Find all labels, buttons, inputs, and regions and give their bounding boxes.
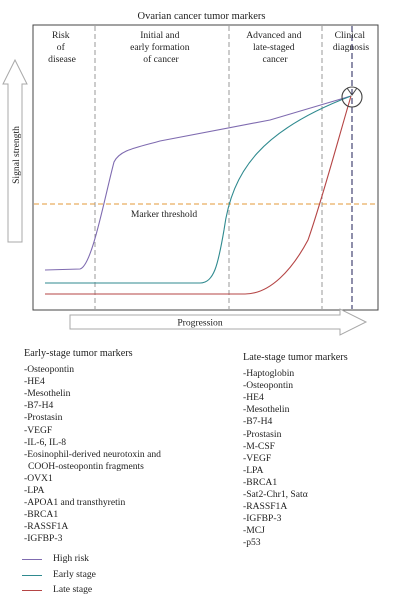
phase-early-line-1: Initial and: [140, 30, 179, 41]
legend-swatch: [22, 574, 42, 576]
marker-item: -M-CSF: [243, 440, 275, 452]
marker-item: -Mesothelin: [243, 404, 290, 416]
y-axis-arrow: [2, 58, 28, 243]
phase-advanced-label: Advanced and late-staged cancer: [246, 30, 304, 65]
marker-item: -HE4: [24, 376, 45, 388]
phase-risk-line-3: disease: [48, 54, 76, 65]
marker-item: -RASSF1A: [24, 521, 69, 533]
x-axis-label: Progression: [177, 318, 223, 329]
marker-item: -APOA1 and transthyretin: [24, 497, 126, 509]
diagnosis-circle: [341, 86, 363, 108]
marker-item: -Haptoglobin: [243, 368, 295, 380]
marker-threshold-label: Marker threshold: [131, 209, 198, 220]
phase-early-line-2: early formation: [130, 42, 190, 53]
marker-item: -p53: [243, 537, 261, 549]
marker-item: -VEGF: [243, 452, 272, 464]
plot-frame: [32, 24, 379, 311]
curve-high-risk: [44, 95, 352, 271]
marker-item: -LPA: [243, 464, 264, 476]
progression-diagram: Marker threshold Risk of disease Initial…: [2, 24, 379, 336]
phase-risk-line-2: of: [57, 42, 66, 53]
x-axis-arrow: [69, 308, 368, 336]
marker-item: -LPA: [24, 485, 45, 497]
legend-label: High risk: [53, 553, 89, 564]
phase-risk-line-1: Risk: [52, 30, 70, 41]
marker-item: -RASSF1A: [243, 501, 288, 513]
chart-title: Ovarian cancer tumor markers: [137, 11, 266, 22]
marker-item: -Osteopontin: [24, 364, 75, 376]
marker-item: -Prostasin: [24, 412, 63, 424]
marker-item: -VEGF: [24, 424, 53, 436]
marker-item: -Prostasin: [243, 428, 282, 440]
early-stage-markers-title: Early-stage tumor markers: [24, 348, 133, 359]
marker-item: -Eosinophil-derived neurotoxin and: [24, 448, 161, 460]
marker-item: -Mesothelin: [24, 388, 71, 400]
marker-item: -IL-6, IL-8: [24, 436, 67, 448]
phase-clinical-label: Clinical diagnosis: [333, 30, 370, 53]
marker-item: -MCJ: [243, 525, 265, 537]
late-stage-markers-title: Late-stage tumor markers: [243, 352, 348, 363]
legend-swatch: [22, 559, 42, 561]
marker-item: -B7-H4: [243, 416, 273, 428]
phase-clinical-line-1: Clinical: [335, 30, 366, 41]
marker-item: -HE4: [243, 392, 264, 404]
curve-late-stage: [45, 95, 352, 295]
marker-item: -BRCA1: [243, 476, 278, 488]
phase-advanced-line-1: Advanced and: [246, 30, 301, 41]
curve-early-stage: [45, 95, 352, 284]
marker-item: COOH-osteopontin fragments: [28, 460, 144, 472]
early-stage-markers: Early-stage tumor markers -Osteopontin -H…: [24, 348, 161, 546]
legend-swatch: [22, 590, 42, 592]
phase-risk-label: Risk of disease: [48, 30, 76, 65]
phase-advanced-line-3: cancer: [262, 54, 288, 65]
phase-clinical-line-2: diagnosis: [333, 42, 370, 53]
marker-item: -Osteopontin: [243, 380, 294, 392]
marker-item: -OVX1: [24, 472, 53, 484]
phase-early-line-3: of cancer: [143, 54, 179, 65]
y-axis-label: Signal strength: [11, 126, 22, 184]
phase-early-label: Initial and early formation of cancer: [130, 30, 192, 65]
marker-item: -BRCA1: [24, 509, 59, 521]
phase-advanced-line-2: late-staged: [253, 42, 295, 53]
marker-item: -IGFBP-3: [243, 513, 282, 525]
marker-item: -B7-H4: [24, 400, 54, 412]
legend-label: Early stage: [53, 568, 96, 580]
late-stage-markers: Late-stage tumor markers -Haptoglobin -Os…: [243, 352, 348, 550]
marker-item: -Sat2-Chr1, Satα: [243, 489, 308, 501]
legend-label: Late stage: [53, 584, 93, 595]
diagnosis-arrowhead: [346, 87, 358, 96]
marker-item: -IGFBP-3: [24, 533, 63, 545]
